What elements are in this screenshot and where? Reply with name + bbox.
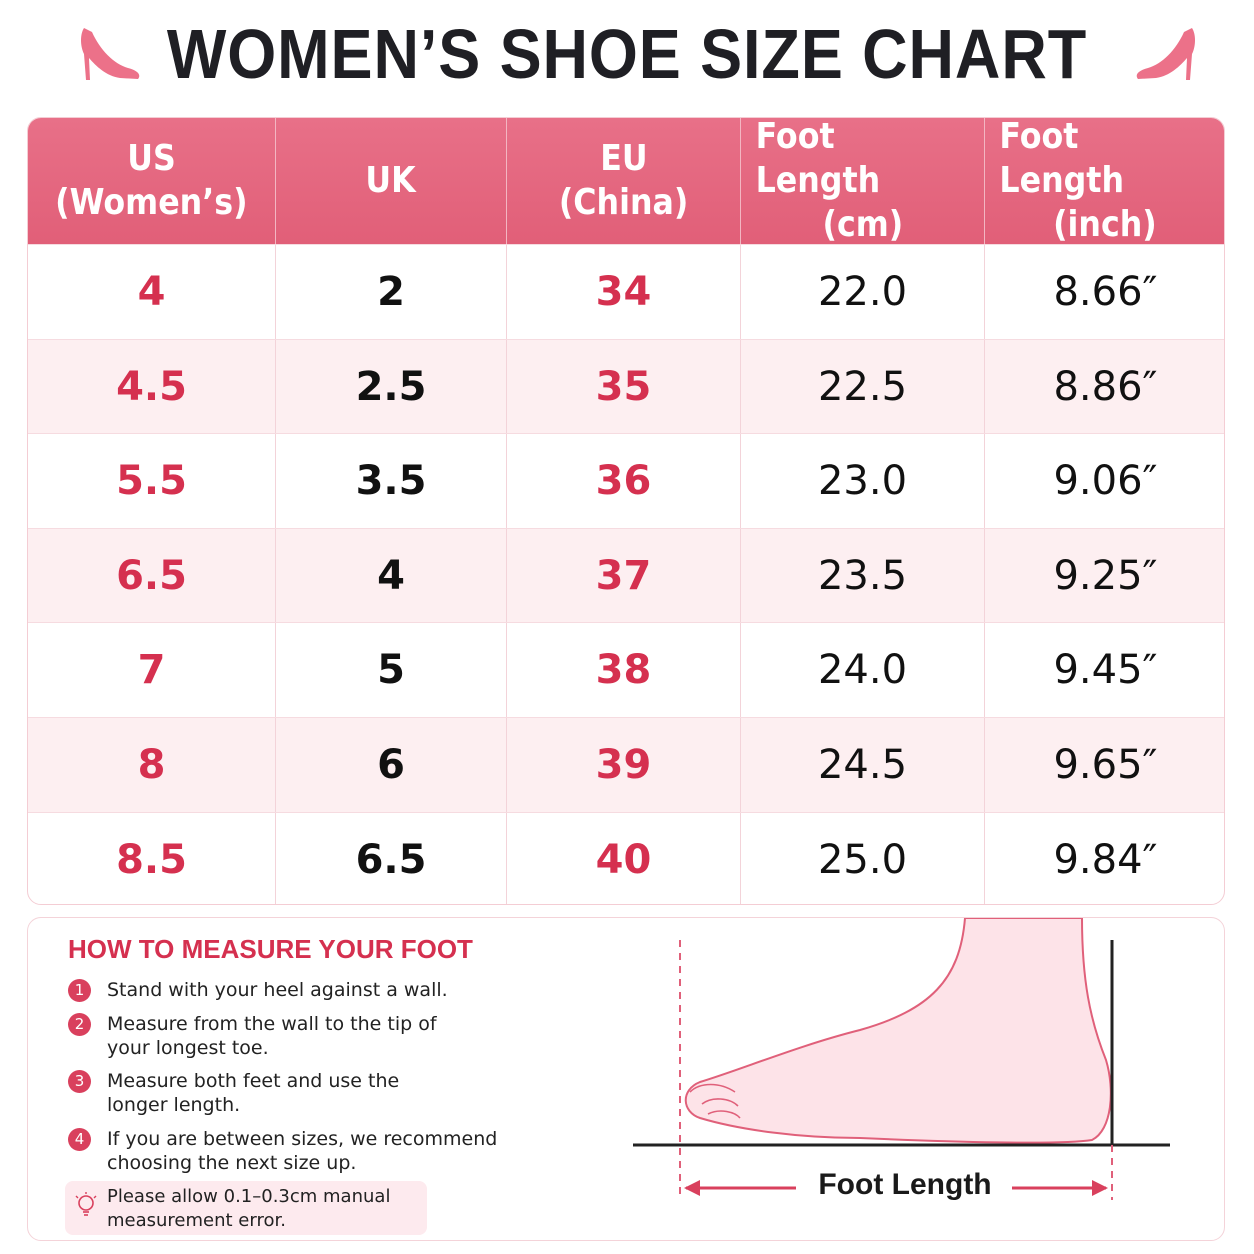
table-cell: 2 [276,245,507,339]
table-cell: 7 [28,623,276,718]
header-line: Foot Length [999,117,1125,201]
table-row: 8 6 39 24.5 9.65″ [28,717,1224,812]
table-cell: 5.5 [28,434,276,529]
header-line: (cm) [822,204,903,245]
header-line: (inch) [1053,204,1157,245]
table-row: 4 2 34 22.0 8.66″ [28,244,1224,339]
table-cell: 35 [507,339,741,434]
table-cell: 9.84″ [1053,836,1158,883]
header-line: UK [365,160,417,201]
header-line: (China) [558,182,689,223]
table-row: 5.5 3.5 36 23.0 9.06″ [28,433,1224,529]
step-text: If you are between sizes, we recommend c… [107,1128,498,1174]
column-header: Foot Length (cm) [741,117,985,245]
table-cell: 4.5 [28,339,276,434]
column-header: Foot Length (inch) [985,117,1224,245]
table-row: 8.5 6.5 40 25.0 9.84″ [28,811,1224,904]
step-number: 3 [68,1070,91,1093]
table-cell: 38 [507,623,741,718]
step: 3 Measure both feet and use the longer le… [68,1069,528,1117]
table-cell: 24.5 [741,718,985,812]
step: 2 Measure from the wall to the tip of you… [68,1012,528,1060]
table-cell: 23.5 [741,528,985,623]
table-cell: 37 [507,528,741,623]
table-row: 7 5 38 24.0 9.45″ [28,622,1224,718]
size-table: US (Women’s) UK EU (China) Foot Length (cm) Foo… [27,117,1225,905]
table-row: 4.5 2.5 35 22.5 8.86″ [28,338,1224,434]
table-cell: 2.5 [276,339,507,434]
note-text: Please allow 0.1–0.3cm manual measuremen… [107,1186,391,1231]
column-header: US (Women’s) [28,118,276,244]
table-cell: 4 [28,245,276,339]
header-line: US [127,138,176,179]
diagram-label: Foot Length [818,1168,992,1201]
step-text: Measure from the wall to the tip of your… [107,1013,437,1059]
table-cell: 8.5 [28,812,276,904]
table-row: 6.5 4 37 23.5 9.25″ [28,527,1224,623]
header-line: Foot Length [755,117,881,201]
foot-diagram [633,918,1170,1200]
table-cell: 9.25″ [1053,552,1158,599]
table-cell: 8 [28,718,276,812]
shoe-icon [81,28,140,80]
table-cell: 9.45″ [1053,647,1158,694]
header-line: (Women’s) [55,182,248,223]
table-cell: 3.5 [276,434,507,529]
step-text: Measure both feet and use the longer len… [107,1070,400,1116]
step: 4 If you are between sizes, we recommend … [68,1127,528,1175]
table-cell: 22.5 [741,339,985,434]
table-cell: 40 [507,812,741,904]
title: WOMEN’S SHOE SIZE CHART [166,15,1088,93]
table-cell: 23.0 [741,434,985,529]
column-header: UK [276,118,507,244]
table-cell: 5 [276,623,507,718]
table-cell: 25.0 [741,812,985,904]
table-cell: 34 [507,245,741,339]
table-cell: 6 [276,718,507,812]
table-cell: 39 [507,718,741,812]
column-header: EU (China) [507,118,741,244]
table-cell: 9.06″ [1053,458,1158,505]
bulb-icon [75,1192,97,1216]
header-line: EU [599,138,648,179]
step-number: 1 [68,979,91,1002]
table-cell: 8.86″ [1053,363,1158,410]
table-cell: 9.65″ [1053,742,1158,788]
step: 1 Stand with your heel against a wall. [68,978,528,1002]
table-cell: 36 [507,434,741,529]
table-cell: 22.0 [741,245,985,339]
table-cell: 4 [276,528,507,623]
table-cell: 6.5 [276,812,507,904]
step-number: 4 [68,1128,91,1151]
step-number: 2 [68,1013,91,1036]
note: Please allow 0.1–0.3cm manual measuremen… [65,1181,427,1235]
table-cell: 24.0 [741,623,985,718]
table-cell: 8.66″ [1053,269,1158,315]
guide-panel [27,917,1225,1241]
guide-title: HOW TO MEASURE YOUR FOOT [68,934,473,964]
table-cell: 6.5 [28,528,276,623]
shoe-icon [1136,28,1195,80]
step-text: Stand with your heel against a wall. [107,979,448,1001]
